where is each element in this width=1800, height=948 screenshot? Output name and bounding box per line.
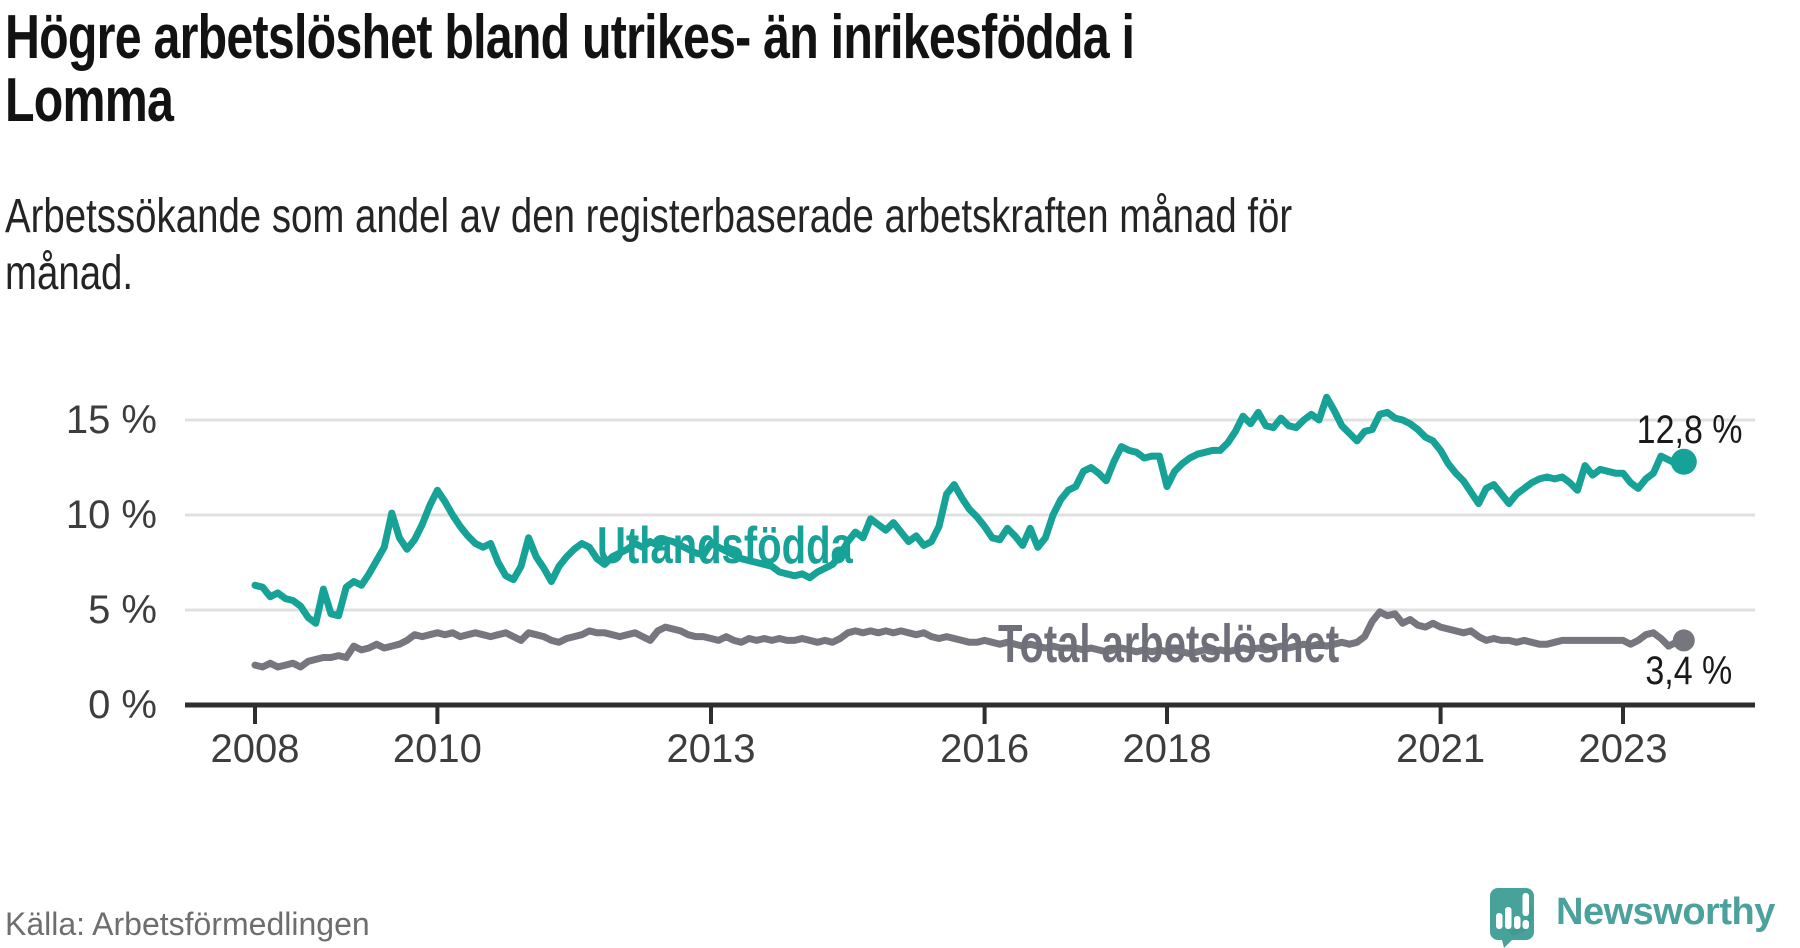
y-axis-label-10pct: 10 %	[65, 493, 157, 537]
page-title-line1: Högre arbetslöshet bland utrikes- än inr…	[5, 3, 1135, 72]
x-axis-label-2016: 2016	[940, 727, 1030, 771]
value-label-total-arbetsloshet: 3,4 %	[1645, 649, 1732, 693]
page-title: Högre arbetslöshet bland utrikes- än inr…	[5, 6, 1393, 132]
newsworthy-logo-icon[interactable]	[1486, 886, 1534, 948]
chart-subtitle: Arbetssökande som andel av den registerb…	[5, 188, 1437, 302]
x-axis-label-2021: 2021	[1396, 727, 1486, 771]
logo-bar-2	[1505, 907, 1512, 929]
y-axis-label-15pct: 15 %	[65, 398, 157, 442]
series-line-total-arbetsloshet	[251, 608, 1688, 671]
series-label-utlandsfodda: Utlandsfödda	[597, 517, 853, 575]
brand-name-link[interactable]: Newsworthy	[1556, 891, 1775, 933]
x-axis-label-2010: 2010	[392, 727, 482, 771]
logo-bar-1	[1496, 913, 1503, 929]
page-title-line2: Lomma	[5, 66, 174, 135]
chart-subtitle-line2: månad.	[5, 247, 134, 300]
chart-subtitle-line1: Arbetssökande som andel av den registerb…	[5, 190, 1293, 243]
y-axis-label-0pct: 0 %	[88, 683, 157, 727]
y-axis-label-5pct: 5 %	[88, 588, 157, 632]
logo-exclamation-bar	[1522, 893, 1529, 916]
logo-exclamation-dot	[1522, 920, 1529, 929]
x-axis-label-2023: 2023	[1578, 727, 1668, 771]
series-label-total-arbetsloshet: Total arbetslöshet	[998, 614, 1340, 674]
x-axis-label-2013: 2013	[666, 727, 756, 771]
series-line-utlandsfodda	[251, 393, 1688, 627]
x-axis-label-2018: 2018	[1122, 727, 1212, 771]
source-note: Källa: Arbetsförmedlingen	[5, 906, 370, 942]
value-label-utlandsfodda: 12,8 %	[1637, 408, 1743, 452]
logo-bar-3	[1514, 916, 1521, 929]
x-axis-label-2008: 2008	[210, 727, 300, 771]
